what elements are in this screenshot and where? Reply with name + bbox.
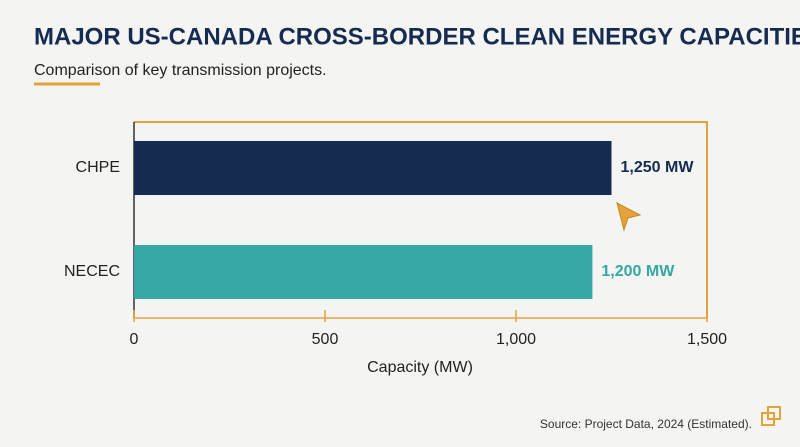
chart-title: MAJOR US-CANADA CROSS-BORDER CLEAN ENERG… xyxy=(34,23,800,50)
x-tick-label: 1,500 xyxy=(687,331,727,348)
y-tick-label: NECEC xyxy=(64,263,120,280)
chart-subtitle: Comparison of key transmission projects. xyxy=(34,62,327,79)
corner-icon xyxy=(761,406,781,426)
x-tick-label: 1,000 xyxy=(496,331,536,348)
x-axis-title: Capacity (MW) xyxy=(367,359,473,376)
x-tick-label: 500 xyxy=(312,331,339,348)
bar xyxy=(134,141,612,195)
x-tick-label: 0 xyxy=(130,331,139,348)
value-label: 1,200 MW xyxy=(601,263,675,280)
bar xyxy=(134,245,593,299)
y-tick-label: CHPE xyxy=(76,159,120,176)
cursor-icon xyxy=(616,202,642,232)
source-note: Source: Project Data, 2024 (Estimated). xyxy=(540,417,752,431)
plot-frame xyxy=(134,121,708,318)
value-label: 1,250 MW xyxy=(621,159,695,176)
